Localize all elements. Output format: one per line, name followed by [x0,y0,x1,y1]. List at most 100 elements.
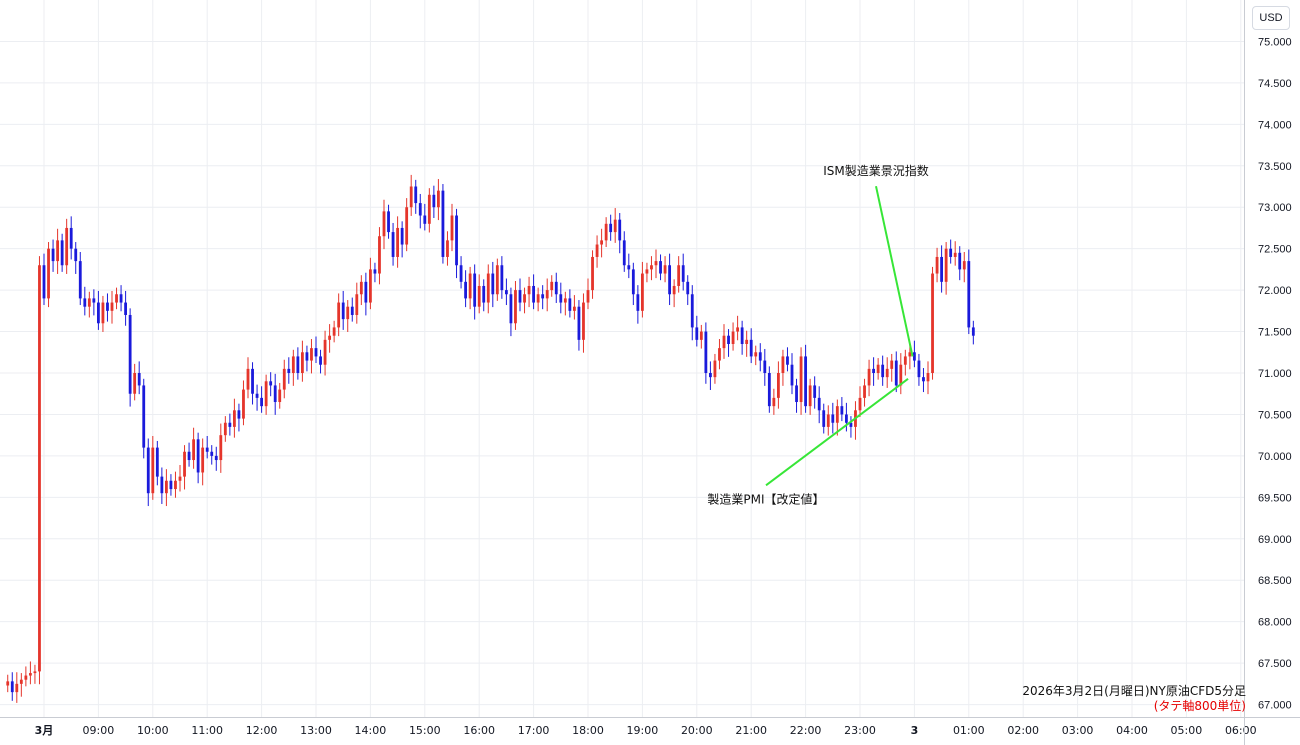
candle [300,340,304,382]
candle-body [899,364,903,386]
candle [128,308,132,407]
candle [119,285,123,312]
candle-body [786,356,789,365]
candle-body [201,447,205,473]
candle-body [917,360,921,378]
candle [60,233,64,272]
candle-body [582,302,585,340]
candle-body [781,356,785,374]
candle-body [681,265,685,282]
candle [899,353,903,395]
candle-body [65,227,69,266]
candle [786,347,789,372]
candle [885,357,889,388]
candle-body [368,269,372,303]
candle [201,438,205,486]
candle [872,357,876,386]
candle-body [24,675,28,680]
candle [650,256,653,281]
candle-body [183,451,186,477]
candle-body [604,223,608,241]
candle-body [106,302,109,311]
candle-body [554,281,558,295]
candle [418,193,422,229]
candle [491,261,495,308]
candle-body [151,447,155,494]
candle-body [115,294,118,303]
candle-body [804,356,808,407]
candle-body [659,261,662,274]
candle [659,254,662,281]
candle [332,320,336,343]
candle [876,358,880,380]
candle-body [609,223,613,233]
candle-body [922,377,925,382]
candle [323,330,327,376]
candle-body [337,302,341,328]
candle [205,436,209,459]
candle-body [38,265,41,672]
candle-body [28,673,32,676]
candle-body [468,273,472,299]
currency-label[interactable]: USD [1252,6,1290,30]
candle [577,300,581,351]
x-tick-label: 16:00 [463,724,495,737]
candle-body [650,265,653,270]
candle-body [346,306,350,320]
candle-body [704,331,708,374]
candle [364,272,368,316]
candle-body [305,352,309,361]
candle [264,374,268,415]
y-tick-label: 70.000 [1258,451,1292,463]
candle-body [427,194,431,224]
candle-body [935,256,939,274]
candle [319,349,322,374]
candle-body [872,368,876,374]
candle-body [287,368,291,374]
candle [486,264,490,314]
candle [586,278,590,310]
candle [368,257,372,310]
candle-body [373,269,377,274]
candle [246,357,250,399]
candle [33,664,37,684]
annotation-line [875,186,914,357]
candle [500,256,504,299]
candle [255,384,259,411]
candle-body [110,302,114,311]
candle [654,249,658,279]
x-tick-label: 19:00 [627,724,659,737]
candle-body [763,360,767,374]
candle-body [310,348,313,361]
candle-body [591,256,594,291]
candle-body [414,186,418,204]
candle [92,289,96,316]
candle-body [174,480,177,490]
candle [164,469,168,507]
candle [808,378,812,415]
candle-body [514,290,517,324]
candle-body [169,480,173,490]
candle [772,388,776,415]
candle [56,228,60,274]
candle [441,184,445,264]
candle [219,423,223,473]
candle-body [300,352,304,374]
candle-body [405,207,409,245]
candle-body [509,294,513,324]
candle [840,397,844,422]
candle-body [232,410,236,427]
candle [591,250,594,299]
x-tick-label: 11:00 [191,724,223,737]
candle [736,315,740,341]
candle [192,427,196,469]
candle-body [949,248,953,257]
candle-body [214,455,218,461]
candle-body [264,381,268,407]
candle-body [962,261,966,270]
candle [459,256,463,289]
candle-body [795,385,798,403]
candle [940,245,944,293]
candle-body [251,368,254,394]
